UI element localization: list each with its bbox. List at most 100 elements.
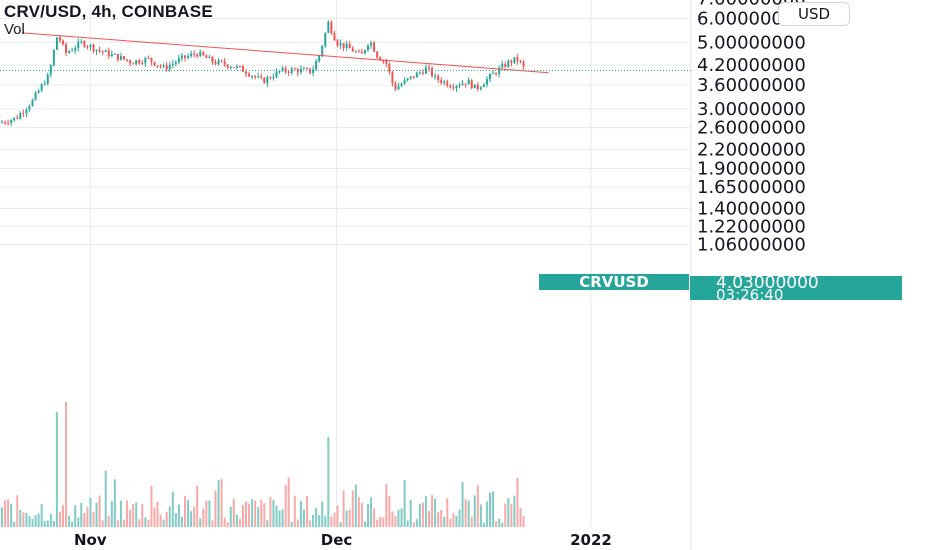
candle-body (150, 57, 153, 62)
volume-bar (498, 518, 501, 527)
volume-bar (214, 490, 217, 527)
candle-body (321, 45, 324, 56)
candle-body (49, 65, 52, 75)
volume-bar (138, 519, 141, 527)
candle-body (55, 37, 58, 50)
volume-bar (269, 497, 272, 527)
volume-bar (412, 522, 415, 527)
candle-body (46, 74, 49, 85)
volume-bar (180, 516, 183, 527)
volume-bar (95, 502, 98, 527)
volume-bar (174, 513, 177, 527)
candle-body (412, 76, 415, 78)
candle-body (470, 79, 473, 89)
candle-body (449, 86, 452, 88)
volume-bar (223, 517, 226, 527)
candle-body (43, 84, 46, 86)
candle-body (77, 41, 80, 49)
symbol-tag: CRVUSD (539, 274, 689, 290)
volume-bar (123, 519, 125, 527)
candle-body (248, 73, 251, 77)
candle-body (211, 56, 214, 63)
volume-bar (144, 517, 147, 527)
last-price-value: 4.03000000 (716, 273, 819, 293)
volume-bar (290, 522, 293, 527)
candle-body (37, 90, 40, 93)
volume-bar (315, 507, 318, 527)
volume-bar (62, 505, 64, 527)
candle-body (19, 113, 22, 119)
volume-bar (428, 510, 430, 527)
volume-bar (446, 498, 449, 527)
candle-body (245, 71, 247, 74)
volume-bar (232, 498, 235, 527)
candle-body (367, 45, 369, 50)
volume-bar (49, 513, 52, 527)
candle-body (22, 113, 25, 115)
candle-body (226, 64, 229, 68)
candle-body (382, 60, 385, 62)
candle-body (132, 63, 135, 65)
candle-body (1, 122, 3, 124)
volume-bar (74, 505, 77, 527)
price-axis[interactable]: 20.0000000017.0000000014.0000000012.0000… (697, 0, 817, 256)
volume-bar (397, 509, 400, 527)
price-tick-label: 3.60000000 (697, 75, 806, 96)
candle-body (391, 71, 394, 84)
candle-body (400, 83, 403, 87)
volume-label[interactable]: Vol (4, 21, 25, 38)
volume-bar (184, 495, 186, 527)
price-tick-label: 1.06000000 (697, 235, 806, 256)
trend-line[interactable] (21, 32, 549, 74)
time-axis[interactable]: Nov Dec 2022 (74, 531, 612, 549)
candle-body (10, 120, 13, 124)
currency-button[interactable]: USD (778, 2, 850, 26)
volume-bar (254, 500, 257, 527)
candle-body (257, 76, 260, 78)
candle-body (306, 68, 308, 70)
candle-body (287, 71, 290, 73)
volume-bar (165, 511, 168, 527)
candle-body (482, 84, 485, 88)
candle-body (184, 55, 186, 58)
volume-bar (302, 509, 305, 527)
candle-body (345, 44, 348, 48)
candle-body (80, 41, 83, 43)
time-tick-label: Nov (74, 531, 107, 549)
volume-bar (168, 506, 171, 527)
volume-bar (391, 511, 394, 527)
time-tick-label: Dec (321, 531, 353, 549)
volume-bar (431, 495, 434, 527)
volume-bar (193, 506, 196, 527)
candle-body (251, 75, 254, 77)
volume-bar (504, 503, 507, 527)
volume-bar (501, 522, 504, 527)
candle-body (187, 55, 190, 58)
volume-bar (116, 520, 119, 527)
volume-bar (363, 521, 366, 527)
volume-bar (449, 519, 452, 527)
volume-bar (281, 509, 284, 527)
candle-body (403, 80, 406, 84)
volume-bar (52, 520, 55, 527)
symbol-title[interactable]: CRV/USD, 4h, COINBASE (4, 2, 213, 21)
price-tick-label: 7.00000000 (697, 0, 806, 9)
volume-bar (92, 511, 95, 527)
volume-bar (190, 511, 193, 527)
candle-body (357, 51, 360, 53)
volume-bar (516, 477, 519, 527)
volume-bar (156, 501, 159, 527)
volume-bar (135, 502, 138, 527)
candle-body (513, 57, 516, 63)
candle-body (495, 73, 498, 75)
candle-body (235, 66, 238, 68)
volume-bar (89, 497, 92, 527)
volume-bar (324, 516, 327, 527)
volume-bar (86, 506, 89, 527)
volume-bar (440, 510, 443, 527)
volume-bar (492, 491, 495, 527)
candle-body (190, 53, 193, 56)
candle-body (397, 86, 400, 90)
candle-body (485, 78, 488, 85)
